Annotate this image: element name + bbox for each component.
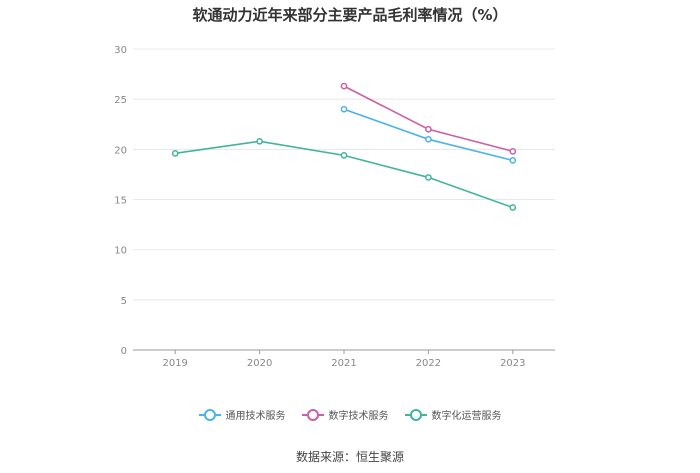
y-tick-label: 0 [121, 346, 127, 357]
data-point [509, 147, 517, 155]
x-tick-label: 2021 [331, 358, 356, 369]
data-point [171, 149, 179, 157]
data-point [509, 204, 517, 211]
axes: 0 5 10 15 20 25 30 2019 2020 2021 2022 2023 [114, 45, 555, 369]
data-point [509, 157, 517, 164]
legend-item-digital-tech[interactable]: 数字技术服务 [301, 407, 389, 422]
y-tick-label: 15 [114, 196, 127, 207]
data-point [256, 137, 263, 145]
data-point [425, 135, 432, 143]
x-tick-label: 2023 [500, 358, 525, 369]
x-tick-label: 2019 [162, 358, 187, 369]
legend-item-digital-ops[interactable]: 数字化运营服务 [404, 407, 502, 422]
data-point [340, 82, 348, 90]
y-tick-label: 5 [121, 296, 127, 307]
legend-label: 数字技术服务 [328, 411, 389, 422]
data-point [425, 174, 432, 181]
legend-swatch-digital-ops [404, 408, 427, 421]
legend: 通用技术服务 数字技术服务 数字化运营服务 [0, 407, 700, 422]
legend-swatch-digital-tech [301, 408, 324, 421]
data-point [340, 105, 348, 113]
y-tick-label: 30 [114, 45, 127, 56]
y-tick-label: 20 [114, 145, 127, 156]
legend-item-general-tech[interactable]: 通用技术服务 [198, 407, 286, 422]
legend-label: 数字化运营服务 [431, 411, 502, 422]
data-point [340, 152, 348, 159]
series-line [175, 140, 514, 209]
chart-title: 软通动力近年来部分主要产品毛利率情况（%） [192, 6, 508, 24]
x-tick-label: 2022 [416, 358, 441, 369]
series-line [343, 108, 513, 162]
legend-label: 通用技术服务 [225, 411, 286, 422]
x-tick-label: 2020 [247, 358, 272, 369]
grid-lines [133, 48, 555, 301]
series-lines [171, 82, 517, 211]
data-point [425, 125, 432, 133]
data-source: 数据来源：恒生聚源 [295, 450, 404, 464]
y-tick-label: 25 [114, 95, 127, 106]
y-tick-label: 10 [114, 246, 127, 257]
legend-swatch-general-tech [198, 408, 221, 421]
